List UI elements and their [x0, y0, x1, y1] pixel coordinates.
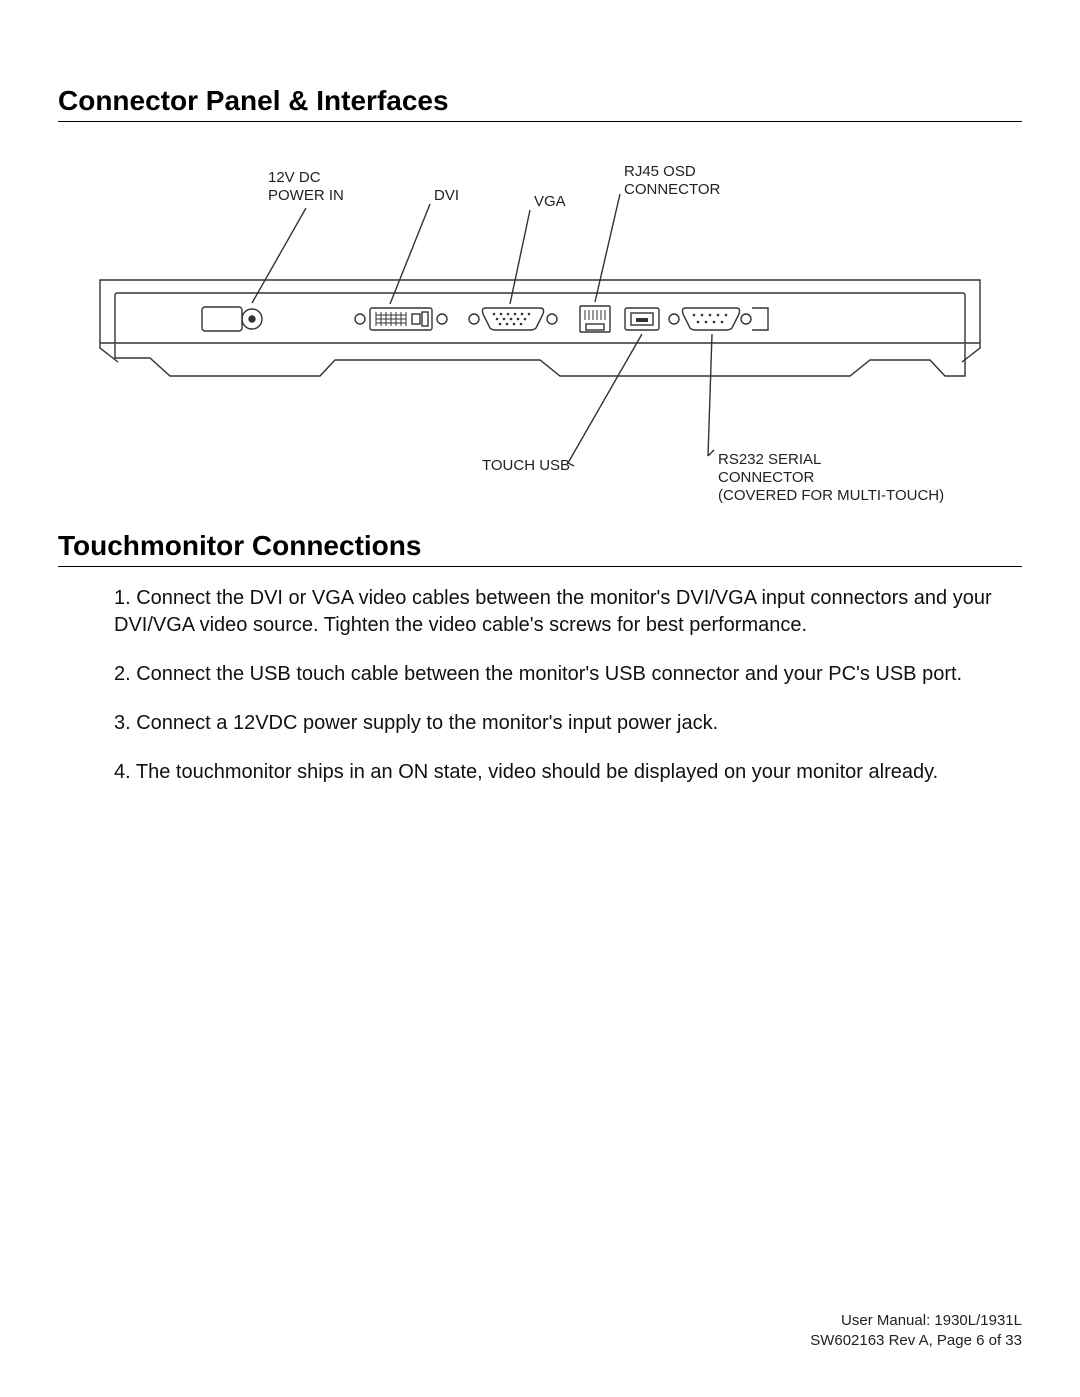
instruction-step-4: 4. The touchmonitor ships in an ON state… [114, 759, 1014, 786]
label-rj45-l1: RJ45 OSD [624, 163, 696, 180]
label-12vdc-l1: 12V DC [268, 169, 321, 186]
label-rs232-l3: (COVERED FOR MULTI-TOUCH) [718, 487, 944, 504]
connector-panel-diagram: 12V DC POWER IN DVI VGA RJ45 OSD CONNECT… [58, 140, 1022, 530]
page-footer: User Manual: 1930L/1931L SW602163 Rev A,… [810, 1311, 1022, 1352]
label-rs232-l2: CONNECTOR [718, 469, 815, 486]
section-heading-touchmonitor-connections: Touchmonitor Connections [58, 530, 1022, 567]
footer-page-number: SW602163 Rev A, Page 6 of 33 [810, 1331, 1022, 1351]
instruction-step-3: 3. Connect a 12VDC power supply to the m… [114, 710, 1014, 737]
connector-panel-svg: 12V DC POWER IN DVI VGA RJ45 OSD CONNECT… [90, 148, 990, 518]
label-touch-usb: TOUCH USB [482, 457, 570, 474]
label-vga: VGA [534, 193, 566, 210]
label-rj45-l2: CONNECTOR [624, 181, 721, 198]
label-12vdc-l2: POWER IN [268, 187, 344, 204]
document-page: Connector Panel & Interfaces [0, 0, 1080, 1397]
instruction-step-1: 1. Connect the DVI or VGA video cables b… [114, 585, 1014, 639]
label-rs232-l1: RS232 SERIAL [718, 451, 821, 468]
instructions-list: 1. Connect the DVI or VGA video cables b… [58, 585, 1022, 786]
footer-manual-title: User Manual: 1930L/1931L [810, 1311, 1022, 1331]
label-dvi: DVI [434, 187, 459, 204]
section-heading-connector-panel: Connector Panel & Interfaces [58, 85, 1022, 122]
instruction-step-2: 2. Connect the USB touch cable between t… [114, 661, 1014, 688]
